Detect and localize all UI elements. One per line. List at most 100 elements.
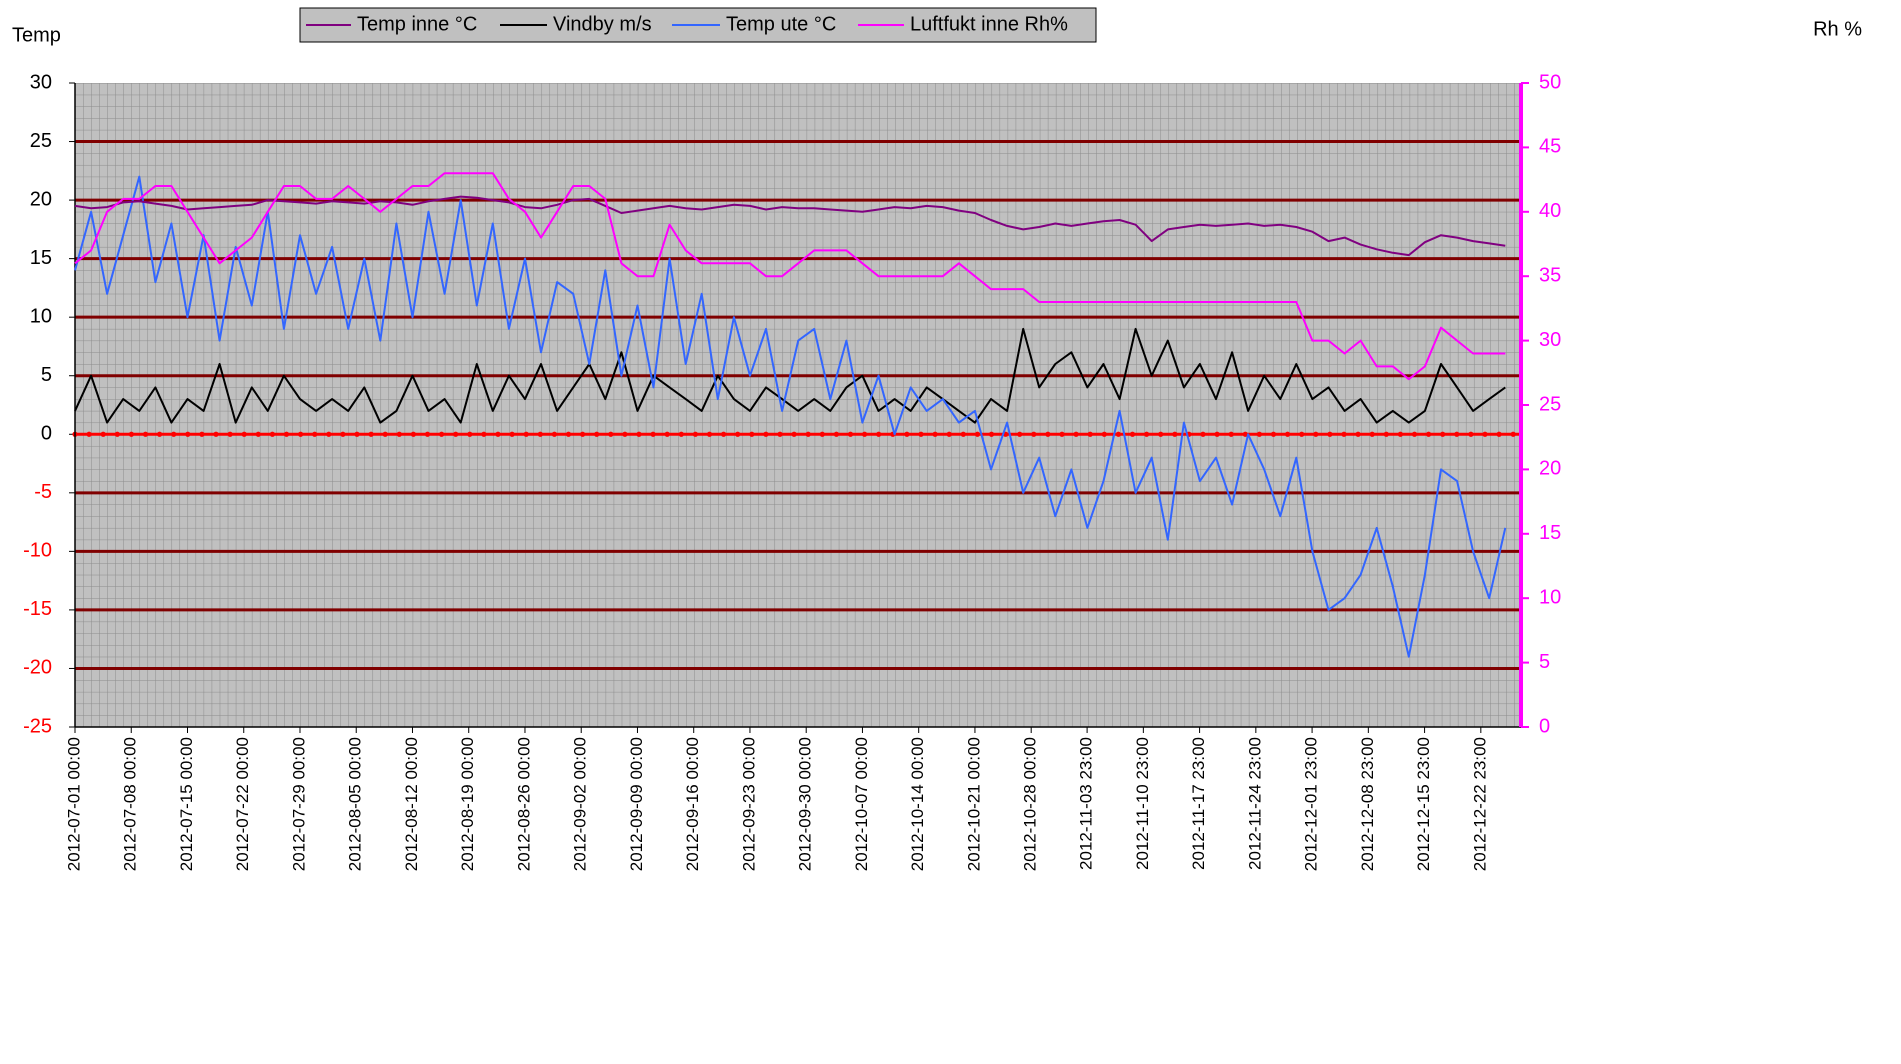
zero-dot bbox=[142, 431, 149, 437]
y-tick-label: 25 bbox=[30, 130, 52, 152]
y-tick-label: 20 bbox=[30, 188, 52, 210]
y2-tick-label: 10 bbox=[1539, 586, 1561, 608]
zero-dot bbox=[763, 431, 769, 437]
zero-dot bbox=[805, 431, 811, 437]
zero-dot bbox=[622, 431, 628, 437]
zero-dot bbox=[340, 431, 346, 437]
y-tick-label: -5 bbox=[34, 481, 52, 503]
y-tick-label: -25 bbox=[23, 715, 52, 737]
zero-dot bbox=[1172, 431, 1178, 437]
x-tick-label: 2012-08-26 00:00 bbox=[514, 737, 533, 871]
zero-dot bbox=[509, 431, 515, 437]
zero-dot bbox=[706, 431, 713, 437]
series-line bbox=[74, 172, 1506, 381]
zero-dot bbox=[171, 431, 177, 437]
zero-dot bbox=[749, 431, 755, 437]
y2-tick-label: 30 bbox=[1539, 329, 1561, 351]
zero-dot bbox=[1073, 431, 1079, 437]
y-tick-label: 30 bbox=[30, 71, 52, 93]
zero-dot bbox=[960, 431, 966, 437]
x-tick-label: 2012-09-09 00:00 bbox=[627, 737, 646, 871]
y2-tick-label: 25 bbox=[1539, 393, 1561, 415]
zero-dot bbox=[594, 431, 600, 437]
zero-dot bbox=[128, 431, 134, 437]
zero-dot bbox=[1200, 431, 1206, 437]
series-line bbox=[74, 195, 1506, 257]
x-tick-label: 2012-11-24 23:00 bbox=[1245, 737, 1264, 870]
x-tick-label: 2012-11-10 23:00 bbox=[1133, 737, 1152, 870]
y2-axis-title: Rh % bbox=[1813, 18, 1862, 40]
zero-dot bbox=[636, 431, 642, 437]
zero-dot bbox=[1285, 431, 1291, 437]
zero-dot bbox=[1369, 431, 1375, 437]
y2-tick-label: 5 bbox=[1539, 651, 1550, 673]
zero-dot bbox=[396, 431, 402, 437]
zero-dot bbox=[269, 431, 275, 437]
zero-dot bbox=[199, 431, 205, 437]
zero-dot bbox=[1313, 431, 1319, 437]
series-line bbox=[74, 327, 1506, 424]
y2-tick-label: 20 bbox=[1539, 458, 1561, 480]
legend-label: Temp inne °C bbox=[357, 13, 477, 35]
zero-dot bbox=[876, 431, 882, 437]
zero-dot bbox=[580, 431, 586, 437]
y2-tick-label: 0 bbox=[1539, 715, 1550, 737]
y-tick-label: -15 bbox=[23, 598, 52, 620]
y-axis-title: Temp bbox=[12, 24, 61, 46]
zero-dot bbox=[100, 431, 106, 437]
zero-dot bbox=[227, 431, 233, 437]
zero-dot bbox=[1355, 431, 1361, 437]
zero-dot bbox=[213, 431, 219, 437]
y2-tick-label: 40 bbox=[1539, 200, 1561, 222]
zero-dot bbox=[664, 431, 670, 437]
zero-dot bbox=[368, 431, 374, 437]
y2-tick-label: 50 bbox=[1539, 71, 1561, 93]
x-tick-label: 2012-08-19 00:00 bbox=[458, 737, 477, 871]
legend-label: Luftfukt inne Rh% bbox=[910, 13, 1068, 35]
zero-dot bbox=[551, 431, 558, 437]
zero-dot bbox=[932, 431, 938, 437]
zero-dot bbox=[1440, 431, 1446, 437]
zero-dot bbox=[354, 431, 360, 437]
zero-dot bbox=[1242, 431, 1248, 437]
zero-dot bbox=[1482, 431, 1488, 437]
y-tick-label: -10 bbox=[23, 540, 52, 562]
x-tick-label: 2012-12-15 23:00 bbox=[1414, 737, 1433, 871]
zero-dot bbox=[791, 431, 797, 437]
y-tick-label: 5 bbox=[41, 364, 52, 386]
x-tick-label: 2012-07-29 00:00 bbox=[289, 737, 308, 871]
zero-dot bbox=[1059, 431, 1065, 437]
x-tick-label: 2012-12-22 23:00 bbox=[1470, 737, 1489, 871]
zero-dot bbox=[241, 431, 247, 437]
zero-dot bbox=[439, 431, 445, 437]
zero-dot bbox=[1327, 431, 1333, 437]
plot-area bbox=[75, 83, 1521, 727]
x-tick-label: 2012-09-23 00:00 bbox=[739, 737, 758, 871]
x-tick-label: 2012-09-16 00:00 bbox=[683, 737, 702, 871]
x-tick-label: 2012-11-03 23:00 bbox=[1077, 737, 1096, 870]
zero-dot bbox=[1144, 431, 1150, 437]
zero-dot bbox=[1299, 431, 1305, 437]
x-tick-label: 2012-10-14 00:00 bbox=[908, 737, 927, 871]
zero-dot bbox=[918, 431, 924, 437]
x-tick-label: 2012-11-17 23:00 bbox=[1189, 737, 1208, 870]
zero-dot bbox=[481, 431, 487, 437]
x-tick-label: 2012-10-21 00:00 bbox=[964, 737, 983, 871]
y2-tick-label: 15 bbox=[1539, 522, 1561, 544]
zero-dot bbox=[777, 431, 783, 437]
y2-tick-label: 45 bbox=[1539, 136, 1561, 158]
zero-dot bbox=[988, 431, 995, 437]
zero-dot bbox=[847, 431, 854, 437]
y2-tick-label: 35 bbox=[1539, 264, 1561, 286]
legend-label: Vindby m/s bbox=[553, 13, 652, 35]
x-tick-label: 2012-09-02 00:00 bbox=[571, 737, 590, 871]
zero-dot bbox=[692, 431, 699, 437]
x-tick-label: 2012-08-05 00:00 bbox=[346, 737, 365, 871]
x-tick-label: 2012-07-15 00:00 bbox=[177, 737, 196, 871]
zero-dot bbox=[678, 431, 684, 437]
series-line bbox=[74, 175, 1507, 658]
zero-dot bbox=[86, 431, 92, 437]
zero-dot bbox=[410, 431, 416, 437]
zero-dot bbox=[382, 431, 388, 437]
